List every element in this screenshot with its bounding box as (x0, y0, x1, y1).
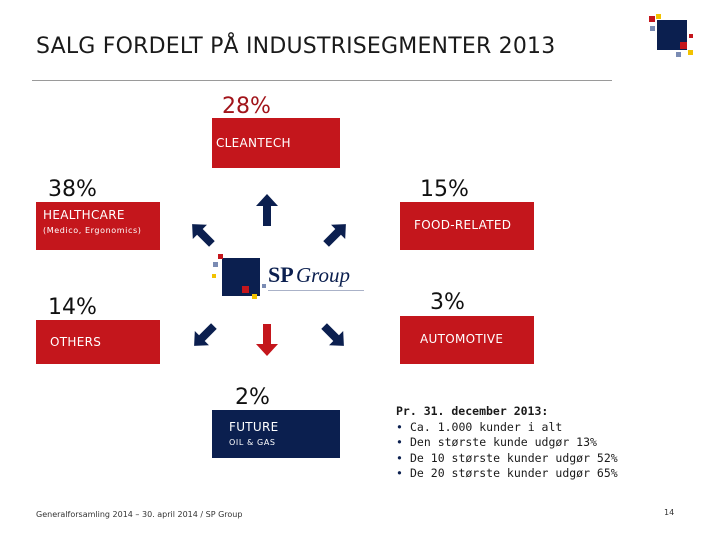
healthcare-box: HEALTHCARE (Medico, Ergonomics) (36, 202, 160, 250)
customer-info: Pr. 31. december 2013: Ca. 1.000 kunder … (396, 404, 618, 482)
arrow-up-icon (256, 194, 278, 226)
arrow-down-left-icon (194, 323, 217, 346)
healthcare-percent: 38% (48, 177, 97, 202)
cleantech-label: CLEANTECH (216, 136, 291, 150)
arrow-down-icon (256, 324, 278, 356)
center-logo-underline (268, 290, 364, 291)
info-list: Ca. 1.000 kunder i alt Den største kunde… (396, 420, 618, 482)
future-label: FUTURE (229, 420, 279, 434)
food-percent: 15% (420, 177, 469, 202)
food-label: FOOD-RELATED (414, 218, 512, 232)
center-logo-group: Group (296, 263, 351, 287)
list-item: Ca. 1.000 kunder i alt (396, 420, 618, 436)
future-percent: 2% (235, 385, 270, 410)
center-logo: SP Group (208, 254, 368, 300)
info-heading: Pr. 31. december 2013: (396, 404, 549, 418)
page-title: SALG FORDELT PÅ INDUSTRISEGMENTER 2013 (36, 34, 556, 59)
automotive-box: AUTOMOTIVE (400, 316, 534, 364)
others-label: OTHERS (50, 335, 102, 349)
cleantech-percent: 28% (222, 94, 271, 119)
future-sublabel: OIL & GAS (229, 438, 276, 447)
arrow-up-left-icon (192, 224, 215, 247)
list-item: De 20 største kunder udgør 65% (396, 466, 618, 482)
cleantech-box: CLEANTECH (212, 118, 340, 168)
title-divider (32, 80, 612, 81)
list-item: Den største kunde udgør 13% (396, 435, 618, 451)
healthcare-label: HEALTHCARE (43, 208, 125, 222)
others-box: OTHERS (36, 320, 160, 364)
others-percent: 14% (48, 295, 97, 320)
footer-text: Generalforsamling 2014 – 30. april 2014 … (36, 510, 243, 519)
page-number: 14 (664, 508, 675, 517)
center-logo-sp: SP (268, 262, 294, 287)
future-box: FUTURE OIL & GAS (212, 410, 340, 458)
list-item: De 10 største kunder udgør 52% (396, 451, 618, 467)
arrow-up-right-icon (323, 224, 346, 247)
automotive-percent: 3% (430, 290, 465, 315)
automotive-label: AUTOMOTIVE (420, 332, 504, 346)
arrow-down-right-icon (321, 323, 344, 346)
food-box: FOOD-RELATED (400, 202, 534, 250)
sp-group-logo-icon (212, 254, 266, 299)
healthcare-sublabel: (Medico, Ergonomics) (43, 226, 142, 235)
sp-logo-icon (649, 14, 693, 57)
